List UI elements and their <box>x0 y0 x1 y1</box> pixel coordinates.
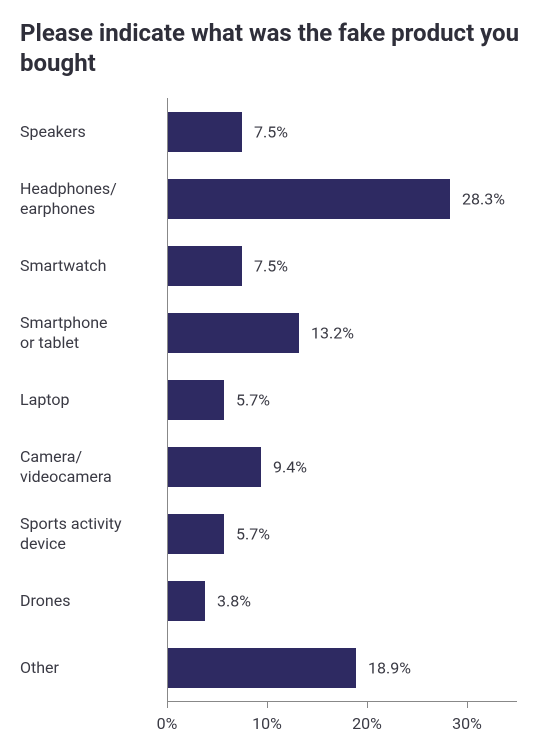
category-label: Laptop <box>20 390 167 409</box>
x-tick-label: 10% <box>252 714 282 733</box>
bar <box>167 380 224 420</box>
bar <box>167 514 224 554</box>
chart-row: Sports activitydevice 5.7% <box>20 500 537 567</box>
category-label: Smartphoneor tablet <box>20 313 167 351</box>
category-label: Headphones/earphones <box>20 179 167 217</box>
value-label: 7.5% <box>254 256 288 275</box>
value-label: 5.7% <box>236 524 270 543</box>
category-label: Other <box>20 658 167 677</box>
bar <box>167 581 205 621</box>
chart-row: Laptop 5.7% <box>20 366 537 433</box>
chart-row: Other 18.9% <box>20 634 537 701</box>
chart-row: Drones 3.8% <box>20 567 537 634</box>
chart-row: Camera/videocamera 9.4% <box>20 433 537 500</box>
chart-row: Smartphoneor tablet 13.2% <box>20 299 537 366</box>
value-label: 5.7% <box>236 390 270 409</box>
x-tick <box>367 701 368 708</box>
category-label: Camera/videocamera <box>20 447 167 485</box>
x-axis <box>167 701 517 702</box>
chart-row: Headphones/earphones 28.3% <box>20 165 537 232</box>
x-tick-label: 0% <box>157 714 178 733</box>
value-label: 18.9% <box>368 658 411 677</box>
x-tick <box>167 701 168 708</box>
chart-plot-area: Speakers 7.5% Headphones/earphones 28.3% Sma… <box>20 98 537 751</box>
bar <box>167 648 356 688</box>
bar <box>167 447 261 487</box>
category-label: Smartwatch <box>20 256 167 275</box>
x-tick <box>267 701 268 708</box>
value-label: 28.3% <box>462 189 505 208</box>
value-label: 7.5% <box>254 122 288 141</box>
value-label: 13.2% <box>311 323 354 342</box>
value-label: 3.8% <box>217 591 251 610</box>
bar <box>167 246 242 286</box>
bar <box>167 112 242 152</box>
bar <box>167 313 299 353</box>
x-tick-label: 30% <box>452 714 482 733</box>
bar <box>167 179 450 219</box>
category-label: Sports activitydevice <box>20 514 167 552</box>
category-label: Drones <box>20 591 167 610</box>
y-axis <box>167 98 168 701</box>
chart-row: Speakers 7.5% <box>20 98 537 165</box>
x-tick-label: 20% <box>352 714 382 733</box>
chart-container: Please indicate what was the fake produc… <box>0 0 550 744</box>
x-tick <box>467 701 468 708</box>
value-label: 9.4% <box>273 457 307 476</box>
category-label: Speakers <box>20 122 167 141</box>
chart-row: Smartwatch 7.5% <box>20 232 537 299</box>
chart-title: Please indicate what was the fake produc… <box>20 18 530 78</box>
